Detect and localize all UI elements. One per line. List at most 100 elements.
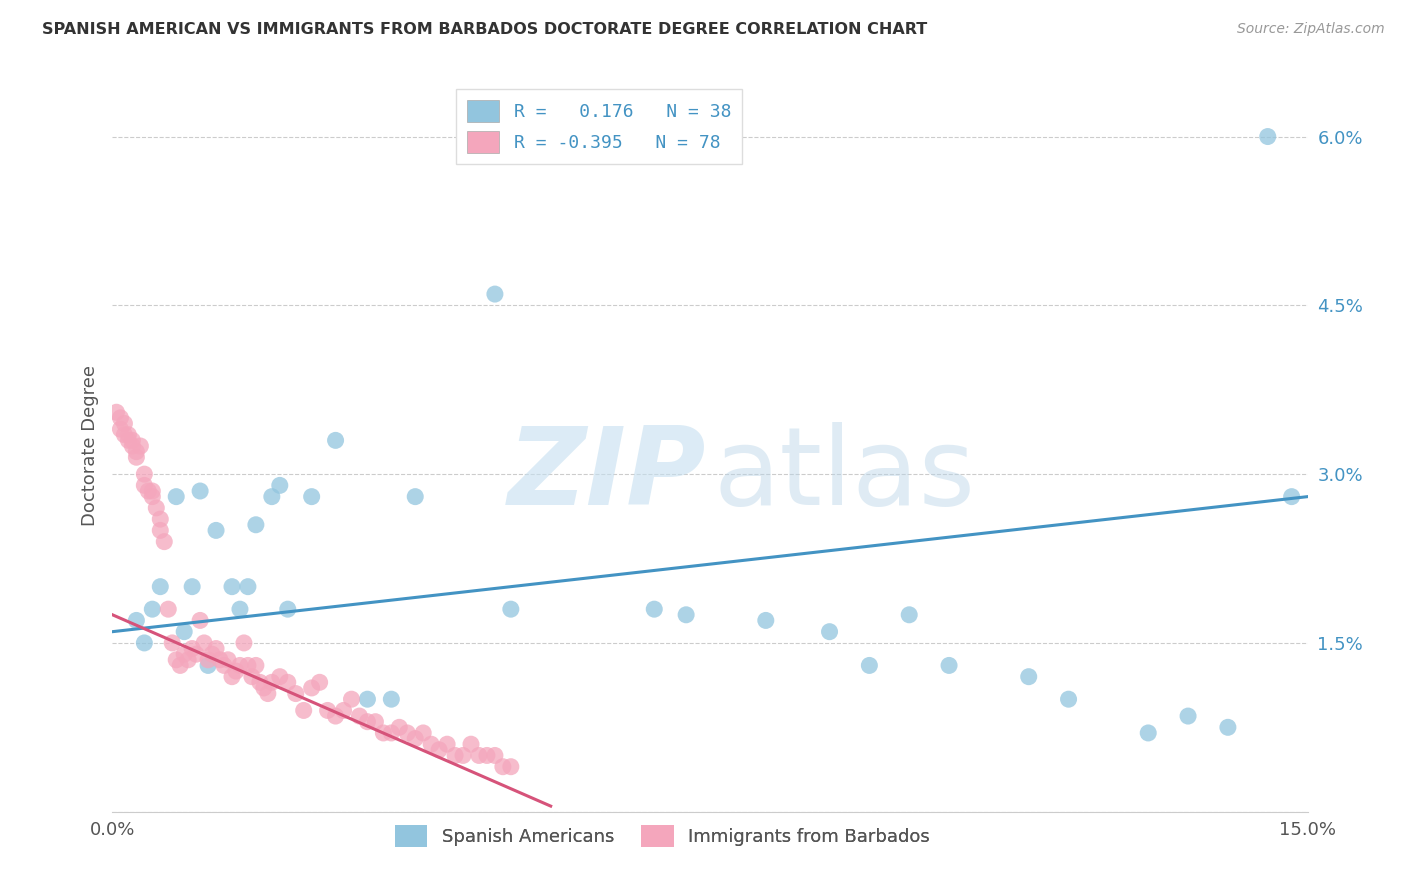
Point bbox=[217, 653, 239, 667]
Point bbox=[209, 653, 232, 667]
Point bbox=[301, 490, 323, 504]
Point bbox=[225, 664, 247, 678]
Point bbox=[233, 636, 256, 650]
Point bbox=[404, 731, 426, 746]
Point bbox=[229, 602, 252, 616]
Point bbox=[1057, 692, 1080, 706]
Point bbox=[356, 692, 378, 706]
Point bbox=[308, 675, 330, 690]
Point bbox=[197, 653, 219, 667]
Point bbox=[484, 287, 506, 301]
Point bbox=[129, 439, 152, 453]
Point bbox=[818, 624, 841, 639]
Point bbox=[284, 687, 307, 701]
Point bbox=[173, 647, 195, 661]
Point bbox=[125, 614, 148, 628]
Point bbox=[125, 444, 148, 458]
Point bbox=[643, 602, 665, 616]
Point bbox=[1177, 709, 1199, 723]
Point bbox=[1018, 670, 1040, 684]
Point bbox=[388, 720, 411, 734]
Point bbox=[245, 517, 267, 532]
Point bbox=[145, 500, 167, 515]
Point bbox=[755, 614, 778, 628]
Point bbox=[229, 658, 252, 673]
Point bbox=[173, 624, 195, 639]
Point bbox=[938, 658, 960, 673]
Point bbox=[260, 490, 283, 504]
Text: Source: ZipAtlas.com: Source: ZipAtlas.com bbox=[1237, 22, 1385, 37]
Point bbox=[205, 641, 228, 656]
Point bbox=[898, 607, 921, 622]
Point bbox=[157, 602, 180, 616]
Point bbox=[221, 580, 243, 594]
Point bbox=[380, 726, 402, 740]
Point bbox=[277, 602, 299, 616]
Point bbox=[316, 703, 339, 717]
Point bbox=[121, 434, 143, 448]
Point bbox=[373, 726, 395, 740]
Point bbox=[858, 658, 880, 673]
Point bbox=[475, 748, 498, 763]
Point bbox=[149, 580, 172, 594]
Point bbox=[181, 580, 204, 594]
Point bbox=[110, 422, 132, 436]
Point bbox=[257, 687, 280, 701]
Point bbox=[165, 490, 187, 504]
Point bbox=[188, 614, 211, 628]
Point bbox=[188, 483, 211, 498]
Text: atlas: atlas bbox=[714, 422, 976, 528]
Point bbox=[492, 760, 515, 774]
Point bbox=[177, 653, 200, 667]
Point bbox=[427, 743, 450, 757]
Point bbox=[396, 726, 419, 740]
Point bbox=[460, 737, 482, 751]
Point bbox=[186, 647, 208, 661]
Point bbox=[1216, 720, 1239, 734]
Point bbox=[332, 703, 354, 717]
Point bbox=[141, 602, 163, 616]
Point bbox=[141, 483, 163, 498]
Point bbox=[436, 737, 458, 751]
Point bbox=[138, 483, 160, 498]
Point bbox=[325, 434, 347, 448]
Text: ZIP: ZIP bbox=[508, 422, 706, 528]
Point bbox=[292, 703, 315, 717]
Point bbox=[149, 524, 172, 538]
Point bbox=[162, 636, 183, 650]
Point bbox=[1137, 726, 1160, 740]
Point bbox=[1281, 490, 1303, 504]
Point bbox=[205, 524, 228, 538]
Point bbox=[193, 636, 215, 650]
Point bbox=[236, 580, 259, 594]
Point bbox=[181, 641, 204, 656]
Point bbox=[468, 748, 491, 763]
Point bbox=[1257, 129, 1279, 144]
Point bbox=[125, 450, 148, 465]
Point bbox=[277, 675, 299, 690]
Point bbox=[484, 748, 506, 763]
Point bbox=[134, 636, 156, 650]
Point bbox=[499, 602, 522, 616]
Point bbox=[412, 726, 434, 740]
Point bbox=[110, 410, 132, 425]
Point bbox=[121, 439, 143, 453]
Point bbox=[201, 647, 224, 661]
Point bbox=[269, 670, 291, 684]
Point bbox=[675, 607, 697, 622]
Point bbox=[349, 709, 371, 723]
Point bbox=[340, 692, 363, 706]
Point bbox=[114, 417, 135, 431]
Point bbox=[141, 490, 163, 504]
Point bbox=[380, 692, 402, 706]
Point bbox=[253, 681, 276, 695]
Point bbox=[134, 467, 156, 482]
Point bbox=[169, 658, 191, 673]
Point bbox=[325, 709, 347, 723]
Point bbox=[197, 658, 219, 673]
Point bbox=[236, 658, 259, 673]
Point bbox=[117, 427, 139, 442]
Point bbox=[245, 658, 267, 673]
Point bbox=[420, 737, 443, 751]
Point bbox=[364, 714, 387, 729]
